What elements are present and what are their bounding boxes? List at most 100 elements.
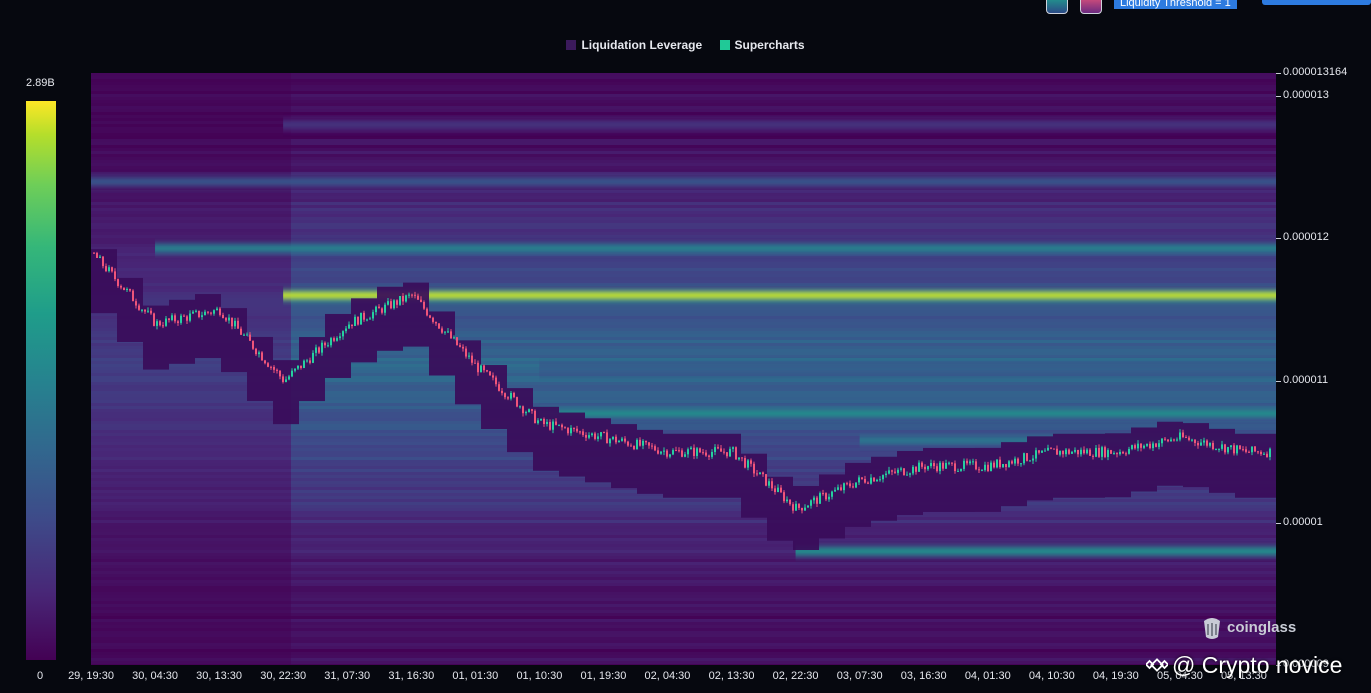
x-tick-label: 01, 10:30 [516,670,563,682]
legend-item-supercharts[interactable]: Supercharts [719,38,805,52]
heat-row [291,652,1276,655]
heat-row [291,619,1276,622]
candle-body [1038,450,1040,453]
heat-row [291,379,1276,382]
consumed-block [1235,433,1261,498]
candle-body [168,318,170,321]
candle-body [840,487,842,491]
consumed-block [403,282,429,347]
colorbar-max-label: 2.89B [26,77,55,89]
candle-body [1212,442,1214,450]
candle-body [774,488,776,492]
candle-body [1158,443,1160,447]
heat-row [291,205,1276,208]
candle-body [249,334,251,341]
candle-body [1032,458,1034,461]
heat-row-left [91,559,291,562]
candle-body [954,463,956,472]
heat-row-left [91,145,291,148]
heat-row [291,328,1276,331]
candle-body [387,301,389,305]
candle-body [342,331,344,337]
candle-body [348,324,350,329]
candle-body [219,308,221,315]
candle-body [1107,450,1109,458]
consumed-block [221,308,247,373]
heat-row [291,202,1276,205]
candle-body [1008,461,1010,468]
heat-row [291,226,1276,229]
candle-body [1020,463,1022,465]
palette-teal-icon[interactable] [1046,0,1068,14]
x-tick-label: 05, 04:30 [1156,670,1203,682]
candle-body [573,427,575,429]
chart-legend: Liquidation Leverage Supercharts [0,38,1371,52]
heat-row-left [91,571,291,574]
heat-row-left [91,514,291,517]
consumed-block [481,365,507,430]
heat-row [291,574,1276,577]
candle-body [96,253,98,258]
candle-body [450,331,452,339]
candle-body [468,355,470,357]
heat-row-left [91,277,291,280]
candle-body [303,360,305,369]
candle-body [1179,432,1181,440]
consumed-block [1105,433,1131,498]
candle-body [1200,442,1202,446]
heat-row [291,607,1276,610]
heat-row-left [91,661,291,664]
candle-body [915,466,917,472]
candle-body [183,315,185,317]
candle-body [726,452,728,457]
candle-body [129,288,131,291]
x-tick-label: 04, 19:30 [1092,670,1139,682]
candle-body [1167,439,1169,442]
heat-row [291,88,1276,91]
candle-body [1014,458,1016,464]
heat-row [291,73,1276,76]
heat-row-left [91,388,291,391]
heat-row [291,391,1276,394]
candle-body [1047,447,1049,451]
candle-body [327,345,329,347]
candle-body [900,468,902,470]
candle-body [867,482,869,484]
heat-row-left [91,265,291,268]
candle-body [423,301,425,309]
candle-body [240,328,242,335]
heat-row [291,229,1276,232]
price-candles [93,251,1271,514]
candle-body [930,463,932,467]
y-axis: 0.000013164 0.000013 0.000012 0.000011 0.000… [1276,66,1371,670]
heat-row-left [91,487,291,490]
candle-body [300,365,302,369]
candle-body [684,454,686,457]
liquidity-band [155,245,1276,252]
candle-body [948,462,950,464]
heatmap-plot[interactable] [91,73,1276,665]
candle-body [471,355,473,363]
candle-body [243,334,245,336]
candle-body [648,442,650,446]
heat-row-left [91,409,291,412]
heat-row [291,313,1276,316]
candle-body [750,460,752,464]
candle-body [1110,450,1112,454]
liquidity-threshold-input[interactable]: Liquidity Threshold = 1 [1114,0,1237,9]
heat-row [291,547,1276,550]
heat-row [291,634,1276,637]
candle-body [1140,443,1142,448]
legend-item-liquidation-leverage[interactable]: Liquidation Leverage [566,38,702,52]
candle-body [1056,448,1058,455]
candle-body [960,468,962,471]
heat-row [291,340,1276,343]
candle-body [1002,463,1004,468]
consumed-block [793,485,819,550]
palette-pink-icon[interactable] [1080,0,1102,14]
candle-body [1191,439,1193,441]
consumed-block [559,412,585,477]
candle-body [252,340,254,349]
heat-row-left [91,529,291,532]
threshold-slider[interactable] [1262,0,1371,5]
